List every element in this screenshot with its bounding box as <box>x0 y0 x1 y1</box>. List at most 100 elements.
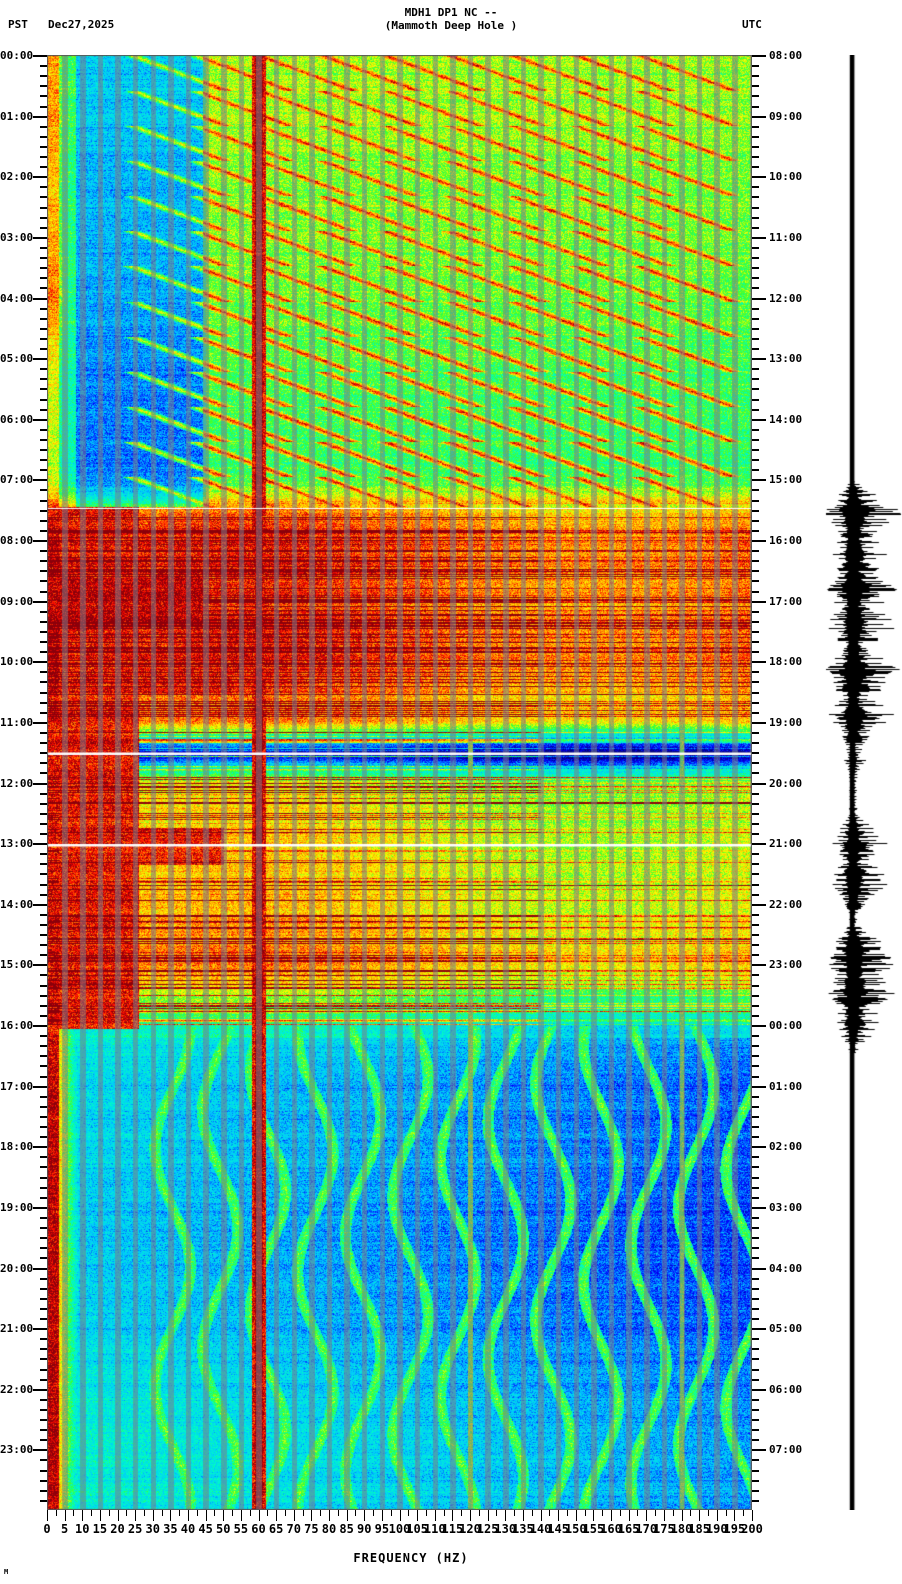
time-label-right: 16:00 <box>769 534 803 547</box>
freq-tick-major <box>276 1510 277 1521</box>
time-tick-minor-left <box>40 1126 47 1128</box>
time-tick-minor-right <box>752 1136 759 1138</box>
time-tick-minor-right <box>752 823 759 825</box>
time-tick-minor-left <box>40 702 47 704</box>
time-tick-minor-right <box>752 1298 759 1300</box>
time-tick-major-right <box>752 964 766 966</box>
freq-tick-minor <box>373 1510 374 1516</box>
time-tick-major-left <box>33 479 47 481</box>
time-tick-minor-right <box>752 1439 759 1441</box>
time-tick-minor-left <box>40 65 47 67</box>
time-tick-major-left <box>33 298 47 300</box>
time-tick-minor-right <box>752 1358 759 1360</box>
time-tick-major-left <box>33 1146 47 1148</box>
time-tick-major-right <box>752 419 766 421</box>
time-tick-minor-left <box>40 833 47 835</box>
time-tick-minor-left <box>40 1247 47 1249</box>
freq-tick-major <box>400 1510 401 1521</box>
time-tick-minor-right <box>752 489 759 491</box>
freq-tick-major <box>259 1510 260 1521</box>
freq-tick-major <box>646 1510 647 1521</box>
time-tick-minor-right <box>752 1076 759 1078</box>
time-tick-minor-left <box>40 207 47 209</box>
time-tick-minor-right <box>752 186 759 188</box>
time-tick-minor-right <box>752 1278 759 1280</box>
freq-tick-minor <box>56 1510 57 1516</box>
time-tick-minor-left <box>40 1156 47 1158</box>
freq-tick-major <box>488 1510 489 1521</box>
frequency-tick-label: 100 <box>388 1522 411 1536</box>
time-tick-minor-right <box>752 257 759 259</box>
time-tick-minor-right <box>752 409 759 411</box>
time-tick-major-left <box>33 904 47 906</box>
time-tick-major-left <box>33 1025 47 1027</box>
time-tick-major-right <box>752 661 766 663</box>
time-label-right: 21:00 <box>769 837 803 851</box>
freq-tick-major <box>417 1510 418 1521</box>
time-tick-minor-right <box>752 1409 759 1411</box>
time-tick-minor-left <box>40 277 47 279</box>
freq-tick-minor <box>126 1510 127 1516</box>
frequency-tick-label: 90 <box>357 1522 372 1536</box>
time-tick-minor-left <box>40 247 47 249</box>
time-tick-major-left <box>33 176 47 178</box>
freq-tick-minor <box>567 1510 568 1516</box>
time-tick-minor-right <box>752 1116 759 1118</box>
time-tick-minor-right <box>752 732 759 734</box>
time-tick-major-right <box>752 1268 766 1270</box>
time-label-left: 05:00 <box>0 352 34 366</box>
time-tick-minor-right <box>752 944 759 946</box>
time-tick-minor-left <box>40 368 47 370</box>
freq-tick-major <box>523 1510 524 1521</box>
freq-tick-major <box>382 1510 383 1521</box>
time-tick-minor-right <box>752 934 759 936</box>
freq-tick-minor <box>743 1510 744 1516</box>
time-label-right: 15:00 <box>769 473 803 487</box>
time-tick-minor-right <box>752 166 759 168</box>
time-label-left: 01:00 <box>0 109 34 123</box>
time-tick-minor-right <box>752 378 759 380</box>
time-tick-major-left <box>33 540 47 542</box>
time-tick-minor-right <box>752 793 759 795</box>
time-tick-minor-left <box>40 1177 47 1179</box>
time-tick-minor-right <box>752 772 759 774</box>
frequency-axis-title-text: FREQUENCY (HZ) <box>353 1551 469 1565</box>
waveform-trace-panel[interactable] <box>818 55 902 1510</box>
time-tick-minor-right <box>752 1055 759 1057</box>
time-tick-minor-left <box>40 985 47 987</box>
time-tick-minor-right <box>752 318 759 320</box>
frequency-tick-label: 55 <box>233 1522 249 1536</box>
time-tick-major-left <box>33 358 47 360</box>
time-tick-minor-left <box>40 1015 47 1017</box>
frequency-tick-label: 125 <box>476 1522 499 1536</box>
time-label-right: 06:00 <box>769 1382 803 1396</box>
time-tick-minor-left <box>40 1197 47 1199</box>
time-tick-minor-right <box>752 106 759 108</box>
time-label-left: 10:00 <box>0 655 34 669</box>
spectrogram-plot[interactable] <box>47 55 752 1510</box>
time-tick-minor-right <box>752 267 759 269</box>
time-tick-minor-right <box>752 146 759 148</box>
time-tick-minor-right <box>752 156 759 158</box>
frequency-tick-label: 130 <box>494 1522 517 1536</box>
time-tick-minor-left <box>40 752 47 754</box>
time-tick-minor-right <box>752 217 759 219</box>
time-label-right: 09:00 <box>769 109 803 123</box>
time-tick-minor-right <box>752 833 759 835</box>
time-tick-minor-right <box>752 1187 759 1189</box>
time-tick-minor-left <box>40 944 47 946</box>
time-tick-minor-left <box>40 823 47 825</box>
time-tick-minor-left <box>40 914 47 916</box>
time-tick-minor-right <box>752 1348 759 1350</box>
freq-tick-minor <box>637 1510 638 1516</box>
time-tick-minor-right <box>752 1257 759 1259</box>
time-tick-minor-left <box>40 894 47 896</box>
time-tick-major-left <box>33 1389 47 1391</box>
freq-tick-major <box>734 1510 735 1521</box>
time-tick-major-right <box>752 1389 766 1391</box>
time-tick-major-right <box>752 843 766 845</box>
time-label-right: 10:00 <box>769 170 803 184</box>
time-tick-minor-right <box>752 681 759 683</box>
freq-tick-major <box>118 1510 119 1521</box>
freq-tick-minor <box>355 1510 356 1516</box>
